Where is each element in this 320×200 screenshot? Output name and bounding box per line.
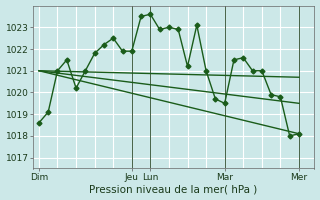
X-axis label: Pression niveau de la mer( hPa ): Pression niveau de la mer( hPa ) [90, 184, 258, 194]
